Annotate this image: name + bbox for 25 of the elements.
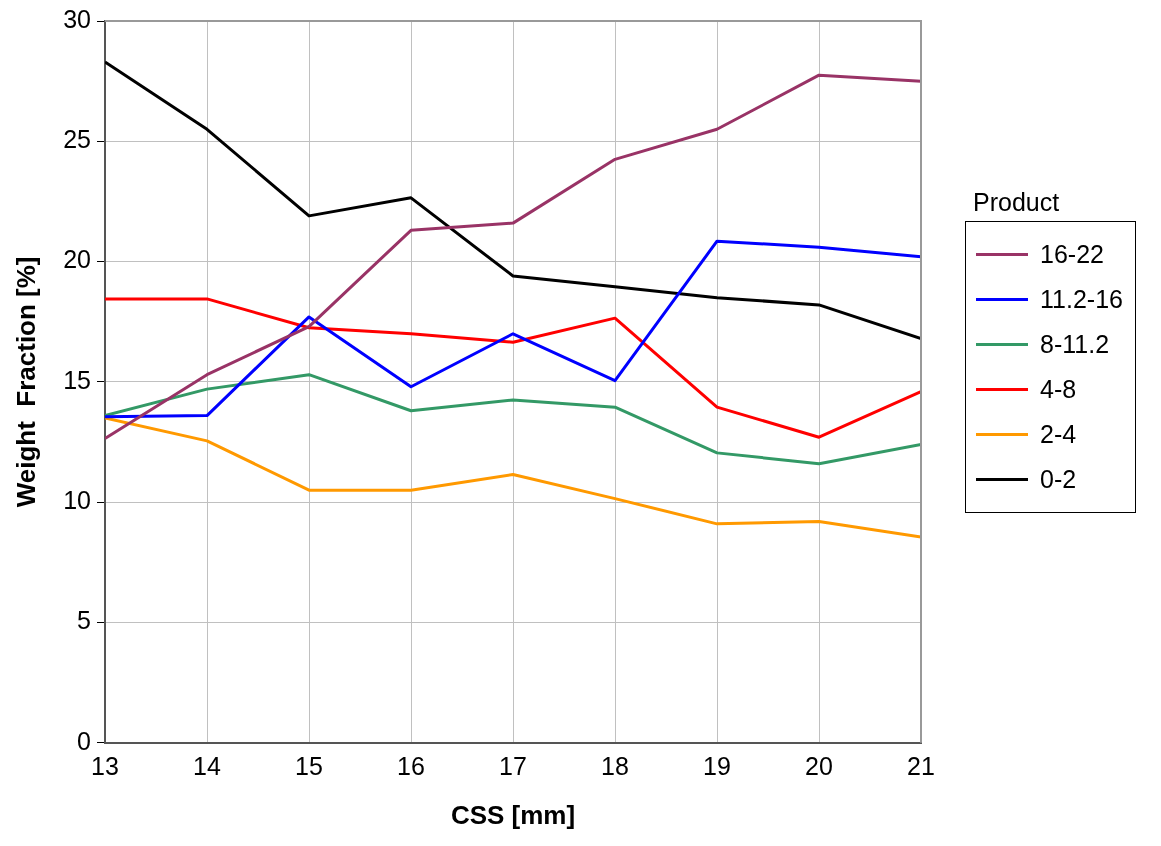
y-tick-label: 25 <box>63 125 92 154</box>
x-tick-label: 19 <box>703 751 731 780</box>
legend-label: 2-4 <box>1040 420 1077 449</box>
legend-title: Product <box>973 188 1061 217</box>
y-axis-title: Weight Fraction [%] <box>10 256 41 508</box>
legend-label: 8-11.2 <box>1040 330 1110 359</box>
y-tick-label: 0 <box>77 726 92 755</box>
x-tick-label: 18 <box>601 751 629 780</box>
x-axis-title: CSS [mm] <box>450 799 576 830</box>
legend-label: 0-2 <box>1040 465 1077 494</box>
legend-label: 4-8 <box>1040 375 1077 404</box>
x-tick-label: 14 <box>193 751 221 780</box>
x-tick-label: 13 <box>91 751 119 780</box>
y-tick-label: 5 <box>77 606 92 635</box>
x-tick-label: 20 <box>805 751 833 780</box>
y-tick-label: 20 <box>63 245 92 274</box>
y-tick-label: 30 <box>63 4 92 33</box>
legend-label: 11.2-16 <box>1040 285 1123 314</box>
y-tick-label: 15 <box>63 365 92 394</box>
y-tick-label: 10 <box>63 486 92 515</box>
x-tick-label: 15 <box>295 751 323 780</box>
x-tick-label: 17 <box>499 751 527 780</box>
x-tick-label: 21 <box>907 751 935 780</box>
legend-label: 16-22 <box>1040 240 1104 269</box>
x-tick-label: 16 <box>397 751 425 780</box>
